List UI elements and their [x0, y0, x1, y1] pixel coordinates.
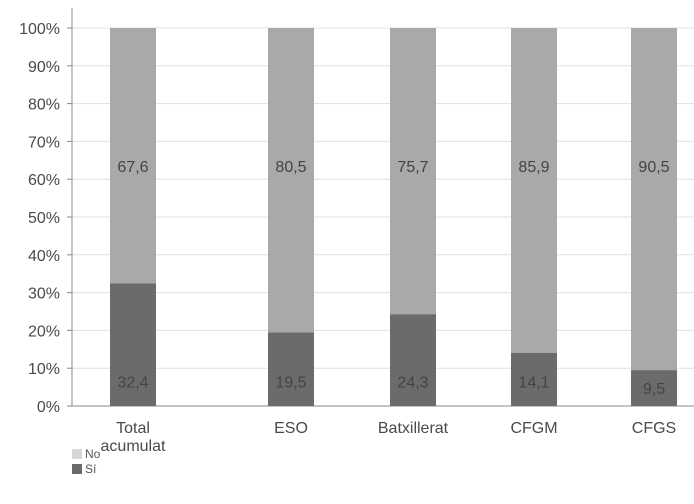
x-tick-label: acumulat	[101, 438, 166, 455]
legend-item-si: Sí	[72, 461, 100, 476]
data-label-no: 67,6	[117, 159, 148, 176]
x-tick-label: CFGM	[510, 420, 557, 437]
data-label-si: 24,3	[397, 374, 428, 391]
bar-segment-si	[511, 352, 557, 406]
y-tick-label: 10%	[28, 361, 60, 378]
legend-swatch-no	[72, 448, 82, 459]
x-tick-label: ESO	[274, 420, 308, 437]
y-tick-label: 0%	[37, 399, 60, 416]
data-labels: 32,4 67,6 19,5 80,5 24,3 75,7 14,1 85,9 9,5 90,5	[117, 159, 669, 398]
axes	[67, 8, 694, 407]
y-tick-label: 30%	[28, 286, 60, 303]
y-tick-label: 70%	[28, 134, 60, 151]
bar-segment-no	[110, 28, 156, 284]
y-tick-label: 40%	[28, 248, 60, 265]
legend: No Sí	[72, 446, 100, 476]
data-label-no: 75,7	[397, 159, 428, 176]
legend-item-no: No	[72, 446, 100, 461]
bar-segment-si	[631, 370, 677, 406]
legend-label-si: Sí	[85, 461, 97, 476]
bars	[110, 28, 677, 406]
y-tick-label: 60%	[28, 172, 60, 189]
x-tick-label: CFGS	[632, 420, 676, 437]
bar-segment-no	[268, 28, 314, 333]
bar-segment-si	[110, 283, 156, 406]
legend-label-no: No	[85, 446, 101, 461]
data-label-no: 90,5	[638, 159, 669, 176]
x-tick-label: Batxillerat	[378, 420, 449, 437]
bar-segment-no	[511, 28, 557, 353]
y-tick-label: 20%	[28, 323, 60, 340]
data-label-no: 85,9	[518, 159, 549, 176]
y-tick-label: 50%	[28, 210, 60, 227]
legend-swatch-si	[72, 463, 82, 474]
data-label-si: 14,1	[518, 374, 549, 391]
gridlines	[72, 27, 694, 369]
bar-segment-si	[268, 332, 314, 406]
y-tick-label: 90%	[28, 59, 60, 76]
y-tick-label: 100%	[19, 21, 60, 38]
bar-segment-no	[390, 28, 436, 315]
data-label-si: 9,5	[643, 381, 665, 398]
data-label-no: 80,5	[275, 159, 306, 176]
y-tick-label: 80%	[28, 97, 60, 114]
data-label-si: 19,5	[275, 374, 306, 391]
bar-segment-si	[390, 314, 436, 406]
bar-segment-no	[631, 28, 677, 371]
data-label-si: 32,4	[117, 374, 148, 391]
x-tick-label: Total	[116, 420, 150, 437]
y-axis-ticks: 0% 10% 20% 30% 40% 50% 60% 70% 80% 90% 100%	[19, 21, 60, 416]
